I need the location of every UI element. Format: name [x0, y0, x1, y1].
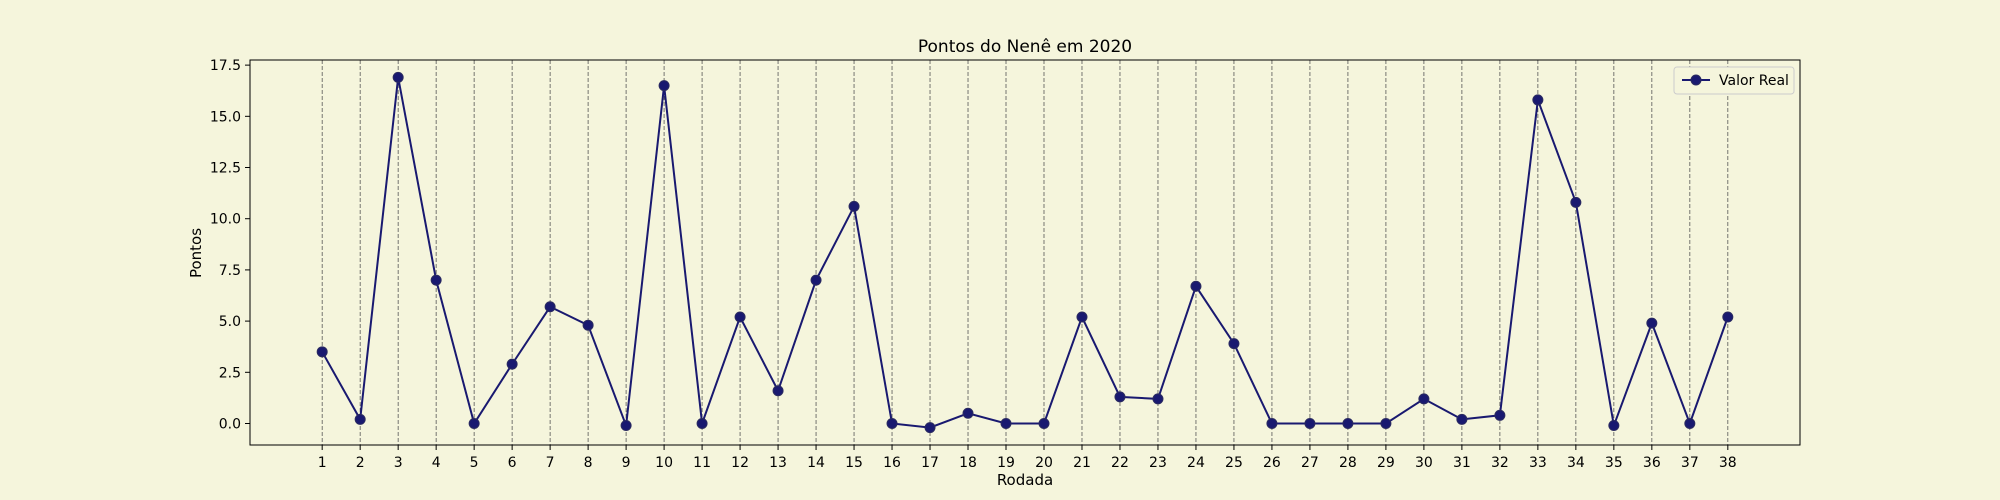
- data-point-38: [1722, 311, 1734, 323]
- data-point-12: [734, 311, 746, 323]
- x-tick-label: 17: [921, 455, 939, 471]
- series-valor-real: [316, 71, 1734, 434]
- x-tick-label: 32: [1491, 455, 1509, 471]
- data-point-27: [1304, 417, 1316, 429]
- data-point-8: [582, 319, 594, 331]
- x-tick-label: 22: [1111, 455, 1129, 471]
- x-tick-label: 8: [584, 455, 593, 471]
- data-point-37: [1684, 417, 1696, 429]
- x-tick-label: 12: [731, 455, 749, 471]
- data-point-9: [620, 420, 632, 432]
- data-point-20: [1038, 417, 1050, 429]
- x-tick-label: 2: [356, 455, 365, 471]
- data-point-17: [924, 422, 936, 434]
- data-point-23: [1152, 393, 1164, 405]
- x-tick-label: 27: [1301, 455, 1319, 471]
- data-point-22: [1114, 391, 1126, 403]
- data-point-30: [1418, 393, 1430, 405]
- chart-title: Pontos do Nenê em 2020: [918, 37, 1132, 57]
- legend-entry-valor-real: Valor Real: [1719, 73, 1789, 89]
- data-point-15: [848, 200, 860, 212]
- legend-marker-icon: [1690, 74, 1702, 86]
- data-point-5: [468, 417, 480, 429]
- x-tick-label: 11: [693, 455, 711, 471]
- data-point-2: [354, 413, 366, 425]
- x-tick-label: 14: [807, 455, 825, 471]
- y-tick-label: 0.0: [219, 416, 241, 432]
- data-point-35: [1608, 420, 1620, 432]
- legend-box: [1673, 66, 1795, 95]
- vertical-gridlines: [321, 60, 1729, 445]
- x-tick-label: 24: [1187, 455, 1205, 471]
- data-point-28: [1342, 417, 1354, 429]
- x-tick-label: 20: [1035, 455, 1053, 471]
- data-point-32: [1494, 409, 1506, 421]
- data-point-24: [1190, 280, 1202, 292]
- y-axis-ticks: 0.0 2.5 5.0 7.5 10.0 12.5 15.0 17.5: [210, 58, 250, 432]
- y-tick-label: 17.5: [210, 58, 241, 74]
- data-point-19: [1000, 417, 1012, 429]
- x-tick-label: 29: [1377, 455, 1395, 471]
- x-tick-label: 5: [470, 455, 479, 471]
- legend: Valor Real: [1673, 66, 1795, 95]
- plot-frame: [249, 59, 1801, 446]
- x-tick-label: 4: [432, 455, 441, 471]
- y-tick-label: 10.0: [210, 212, 241, 228]
- x-tick-label: 10: [655, 455, 673, 471]
- data-point-36: [1646, 317, 1658, 329]
- data-point-16: [886, 417, 898, 429]
- x-tick-label: 23: [1149, 455, 1167, 471]
- x-tick-label: 30: [1415, 455, 1433, 471]
- data-point-34: [1570, 196, 1582, 208]
- x-tick-label: 6: [508, 455, 517, 471]
- y-tick-label: 12.5: [210, 161, 241, 177]
- x-tick-label: 16: [883, 455, 901, 471]
- x-tick-label: 38: [1719, 455, 1737, 471]
- x-tick-label: 28: [1339, 455, 1357, 471]
- data-point-14: [810, 274, 822, 286]
- data-point-18: [962, 407, 974, 419]
- series-line: [321, 77, 1729, 430]
- x-tick-label: 26: [1263, 455, 1281, 471]
- y-axis-label: Pontos: [187, 228, 205, 278]
- x-tick-label: 25: [1225, 455, 1243, 471]
- data-point-33: [1532, 94, 1544, 106]
- y-tick-label: 7.5: [219, 263, 241, 279]
- x-tick-label: 35: [1605, 455, 1623, 471]
- data-point-3: [392, 71, 404, 83]
- x-tick-label: 21: [1073, 455, 1091, 471]
- x-tick-label: 31: [1453, 455, 1471, 471]
- y-tick-label: 5.0: [219, 314, 241, 330]
- x-tick-label: 37: [1681, 455, 1699, 471]
- x-tick-label: 13: [769, 455, 787, 471]
- x-tick-label: 36: [1643, 455, 1661, 471]
- data-point-11: [696, 417, 708, 429]
- x-tick-label: 18: [959, 455, 977, 471]
- data-point-1: [316, 346, 328, 358]
- x-tick-label: 19: [997, 455, 1015, 471]
- data-point-6: [506, 358, 518, 370]
- data-point-26: [1266, 417, 1278, 429]
- data-point-31: [1456, 413, 1468, 425]
- data-point-4: [430, 274, 442, 286]
- y-tick-label: 2.5: [219, 365, 241, 381]
- data-point-7: [544, 301, 556, 313]
- x-tick-label: 1: [318, 455, 327, 471]
- x-axis-label: Rodada: [997, 471, 1053, 489]
- data-point-10: [658, 80, 670, 92]
- y-tick-label: 15.0: [210, 109, 241, 125]
- x-tick-label: 7: [546, 455, 555, 471]
- x-tick-label: 34: [1567, 455, 1585, 471]
- data-point-29: [1380, 417, 1392, 429]
- data-point-21: [1076, 311, 1088, 323]
- x-axis-ticks: 1 2 3 4 5 6 7 8 9 10 11 12 13 14 15 16 17 18 19 20 21 22 23 24 2…: [318, 445, 1737, 471]
- x-tick-label: 33: [1529, 455, 1547, 471]
- x-tick-label: 3: [394, 455, 403, 471]
- x-tick-label: 15: [845, 455, 863, 471]
- data-point-13: [772, 385, 784, 397]
- data-point-25: [1228, 338, 1240, 350]
- x-tick-label: 9: [622, 455, 631, 471]
